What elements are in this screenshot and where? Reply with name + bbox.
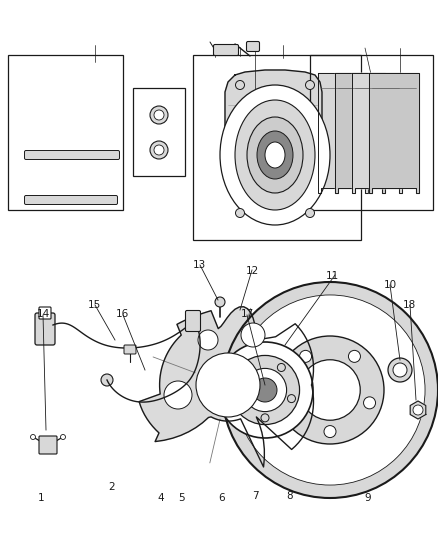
Text: 6: 6 xyxy=(218,494,225,503)
Text: 1: 1 xyxy=(38,494,45,503)
Circle shape xyxy=(410,129,416,135)
FancyBboxPatch shape xyxy=(392,99,408,123)
Text: 9: 9 xyxy=(364,494,371,503)
Circle shape xyxy=(253,378,277,402)
Text: 7: 7 xyxy=(252,491,259,500)
Polygon shape xyxy=(318,73,368,193)
Text: 8: 8 xyxy=(286,491,293,500)
FancyBboxPatch shape xyxy=(186,311,201,332)
FancyBboxPatch shape xyxy=(39,307,51,319)
Polygon shape xyxy=(335,73,385,193)
Circle shape xyxy=(154,145,164,155)
Text: 15: 15 xyxy=(88,300,101,310)
Polygon shape xyxy=(139,307,314,467)
Ellipse shape xyxy=(247,117,303,193)
FancyBboxPatch shape xyxy=(247,42,259,52)
FancyBboxPatch shape xyxy=(39,436,57,454)
Circle shape xyxy=(164,381,192,409)
Text: 5: 5 xyxy=(178,494,185,503)
Text: 16: 16 xyxy=(116,310,129,319)
Circle shape xyxy=(154,110,164,120)
Circle shape xyxy=(305,208,314,217)
Circle shape xyxy=(284,397,297,409)
Text: 18: 18 xyxy=(403,300,416,310)
Ellipse shape xyxy=(265,142,285,168)
Circle shape xyxy=(384,85,390,91)
Circle shape xyxy=(300,350,311,362)
Polygon shape xyxy=(369,73,419,193)
Circle shape xyxy=(101,374,113,386)
Circle shape xyxy=(245,364,253,372)
Text: 13: 13 xyxy=(193,260,206,270)
Text: 12: 12 xyxy=(246,266,259,276)
Circle shape xyxy=(236,208,244,217)
Text: 4: 4 xyxy=(158,494,165,503)
Polygon shape xyxy=(352,73,402,193)
Circle shape xyxy=(393,88,407,102)
Circle shape xyxy=(236,80,244,90)
Circle shape xyxy=(276,336,384,444)
Circle shape xyxy=(305,80,314,90)
Circle shape xyxy=(277,364,286,372)
Circle shape xyxy=(384,129,390,135)
Circle shape xyxy=(384,122,390,128)
Circle shape xyxy=(300,360,360,420)
Ellipse shape xyxy=(257,131,293,179)
Circle shape xyxy=(235,295,425,485)
Ellipse shape xyxy=(235,100,315,210)
Circle shape xyxy=(287,394,296,402)
Circle shape xyxy=(234,394,243,402)
FancyBboxPatch shape xyxy=(35,313,55,345)
Text: 10: 10 xyxy=(384,280,397,290)
FancyBboxPatch shape xyxy=(25,150,120,159)
Bar xyxy=(310,55,433,210)
FancyBboxPatch shape xyxy=(25,196,117,205)
Circle shape xyxy=(241,323,265,347)
Circle shape xyxy=(215,297,225,307)
Circle shape xyxy=(196,353,260,417)
Text: 17: 17 xyxy=(241,310,254,319)
Bar xyxy=(193,55,361,240)
FancyBboxPatch shape xyxy=(396,119,405,128)
Bar xyxy=(8,55,123,210)
FancyBboxPatch shape xyxy=(124,345,136,354)
FancyBboxPatch shape xyxy=(392,125,408,137)
Circle shape xyxy=(349,350,360,362)
Text: 11: 11 xyxy=(326,271,339,281)
Circle shape xyxy=(230,356,300,425)
Circle shape xyxy=(31,434,35,440)
Text: 14: 14 xyxy=(37,310,50,319)
Circle shape xyxy=(198,330,218,350)
Circle shape xyxy=(150,106,168,124)
Circle shape xyxy=(397,149,403,155)
Circle shape xyxy=(393,363,407,377)
Polygon shape xyxy=(225,70,322,195)
Circle shape xyxy=(364,397,375,409)
Circle shape xyxy=(222,282,438,498)
Circle shape xyxy=(261,414,269,422)
Text: 2: 2 xyxy=(108,482,115,491)
Circle shape xyxy=(150,141,168,159)
Polygon shape xyxy=(410,401,426,419)
Circle shape xyxy=(388,358,412,382)
Circle shape xyxy=(217,342,313,438)
Circle shape xyxy=(324,425,336,438)
Circle shape xyxy=(60,434,66,440)
Ellipse shape xyxy=(220,85,330,225)
Circle shape xyxy=(413,405,423,415)
Circle shape xyxy=(244,368,286,411)
FancyBboxPatch shape xyxy=(213,44,239,55)
Bar xyxy=(133,88,185,176)
